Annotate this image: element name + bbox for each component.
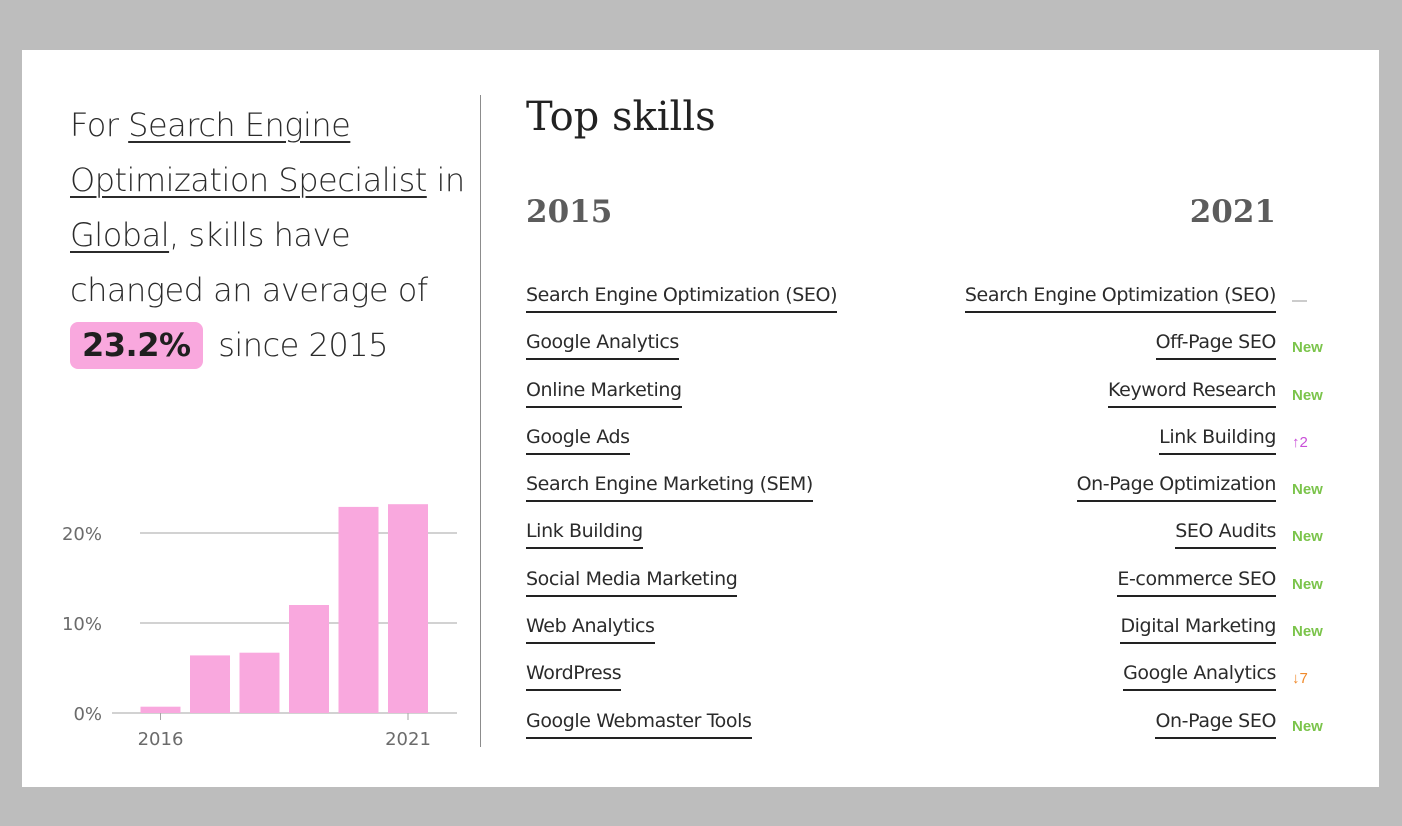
- skill-change-same-badge: —: [1292, 292, 1307, 309]
- skill-2015-link[interactable]: WordPress: [526, 662, 622, 692]
- skill-row-2015: Google Ads: [526, 426, 837, 473]
- headline-mid: , skills have changed an average of: [70, 216, 428, 309]
- bar-2017[interactable]: [190, 655, 230, 713]
- skill-row-2021: Google Analytics: [965, 662, 1276, 709]
- skill-row-2021: E-commerce SEO: [965, 568, 1276, 615]
- skill-row-2021: Keyword Research: [965, 379, 1276, 426]
- bar-2016[interactable]: [140, 706, 181, 713]
- skill-row-2015: Google Webmaster Tools: [526, 710, 837, 757]
- bar-2021[interactable]: [388, 504, 428, 713]
- skill-row-2021: Search Engine Optimization (SEO): [964, 284, 1276, 331]
- skill-change-down-badge: ↓7: [1292, 670, 1308, 688]
- skills-2021-list: Search Engine Optimization (SEO) Off-Page…: [964, 284, 1276, 757]
- headline-prefix: For: [70, 106, 129, 144]
- skill-row-2021: Off-Page SEO: [965, 331, 1276, 378]
- skill-2015-link[interactable]: Social Media Marketing: [526, 568, 738, 597]
- skill-2021-link[interactable]: On-Page SEO: [1155, 710, 1276, 739]
- year-end-heading: 2021: [1189, 194, 1276, 230]
- skill-change-new-badge: New: [1292, 386, 1323, 404]
- skill-2021-link[interactable]: Keyword Research: [1108, 379, 1276, 408]
- skills-change-bar-chart: 0% 10% 20% 2016 2021: [62, 504, 457, 750]
- y-tick-label: 20%: [62, 524, 102, 545]
- bar-2019[interactable]: [289, 605, 329, 713]
- skill-2015-link[interactable]: Web Analytics: [526, 615, 655, 645]
- top-skills-title: Top skills: [526, 94, 716, 140]
- skills-2015-list: Search Engine Optimization (SEO) Google A…: [526, 284, 838, 757]
- headline-suffix: since 2015: [208, 326, 388, 364]
- skill-row-2015: Link Building: [526, 520, 837, 567]
- x-tick-label: 2021: [385, 729, 431, 750]
- skill-row-2021: On-Page SEO: [965, 710, 1276, 757]
- summary-panel: For Search Engine Optimization Specialis…: [70, 98, 470, 373]
- y-tick-label: 0%: [73, 704, 102, 725]
- headline-in: in: [426, 161, 465, 199]
- region-link[interactable]: Global: [70, 216, 170, 254]
- skill-change-indicators: — New New ↑2 New New New New ↓7 New: [1292, 284, 1346, 757]
- skill-2021-link[interactable]: On-Page Optimization: [1076, 473, 1276, 503]
- skill-2021-link[interactable]: Search Engine Optimization (SEO): [964, 284, 1276, 313]
- skill-2015-link[interactable]: Google Webmaster Tools: [526, 710, 752, 739]
- average-change-badge: 23.2%: [70, 322, 203, 369]
- skill-row-2015: Search Engine Marketing (SEM): [526, 473, 837, 520]
- skill-2015-link[interactable]: Google Analytics: [526, 331, 679, 361]
- skill-change-new-badge: New: [1292, 717, 1323, 735]
- skill-row-2021: On-Page Optimization: [965, 473, 1276, 520]
- year-start-heading: 2015: [526, 194, 613, 230]
- skill-2015-link[interactable]: Search Engine Optimization (SEO): [526, 284, 838, 313]
- skills-change-card: For Search Engine Optimization Specialis…: [22, 50, 1379, 787]
- skill-2015-link[interactable]: Google Ads: [526, 426, 630, 455]
- skill-row-2021: Digital Marketing: [965, 615, 1276, 662]
- y-tick-label: 10%: [62, 614, 102, 635]
- skill-row-2015: Online Marketing: [526, 379, 837, 426]
- skill-2021-link[interactable]: Google Analytics: [1123, 662, 1276, 692]
- skill-change-new-badge: New: [1292, 528, 1323, 546]
- skill-row-2021: Link Building: [965, 426, 1276, 473]
- x-tick-label: 2016: [138, 729, 184, 750]
- skill-change-up-badge: ↑2: [1292, 433, 1308, 451]
- bar-2018[interactable]: [239, 652, 280, 713]
- skill-row-2015: Google Analytics: [526, 331, 837, 378]
- skill-2015-link[interactable]: Online Marketing: [526, 379, 682, 408]
- top-skills-panel: Top skills 2015 2021 Search Engine Optim…: [526, 50, 1346, 787]
- skill-2021-link[interactable]: SEO Audits: [1175, 520, 1276, 550]
- skill-2015-link[interactable]: Search Engine Marketing (SEM): [526, 473, 813, 503]
- panel-divider: [480, 95, 481, 747]
- skill-row-2015: WordPress: [526, 662, 837, 709]
- skill-row-2015: Social Media Marketing: [526, 568, 837, 615]
- skill-2021-link[interactable]: Digital Marketing: [1120, 615, 1276, 645]
- skill-row-2015: Search Engine Optimization (SEO): [526, 284, 838, 331]
- summary-headline: For Search Engine Optimization Specialis…: [70, 98, 470, 373]
- skill-change-new-badge: New: [1292, 481, 1323, 499]
- skill-row-2021: SEO Audits: [965, 520, 1276, 567]
- skill-change-new-badge: New: [1292, 339, 1323, 357]
- skill-2021-link[interactable]: E-commerce SEO: [1117, 568, 1276, 597]
- skill-change-new-badge: New: [1292, 575, 1323, 593]
- skill-2021-link[interactable]: Off-Page SEO: [1155, 331, 1276, 361]
- job-title-link[interactable]: Search Engine Optimization Specialist: [70, 106, 427, 199]
- skill-change-new-badge: New: [1292, 623, 1323, 641]
- skill-2021-link[interactable]: Link Building: [1159, 426, 1276, 455]
- skill-2015-link[interactable]: Link Building: [526, 520, 643, 550]
- skill-row-2015: Web Analytics: [526, 615, 837, 662]
- bar-2020[interactable]: [338, 506, 379, 713]
